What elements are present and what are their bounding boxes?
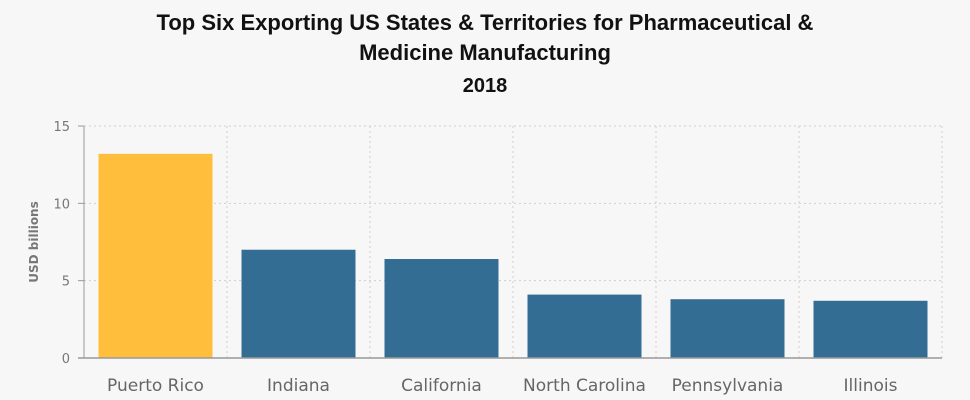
- chart-title: Top Six Exporting US States & Territorie…: [0, 8, 970, 68]
- y-axis-title: USD billions: [27, 201, 41, 283]
- y-tick-label: 15: [53, 120, 70, 135]
- x-tick-label: Puerto Rico: [107, 376, 204, 396]
- chart-title-line-1: Top Six Exporting US States & Territorie…: [156, 10, 814, 35]
- bar-puerto-rico: [98, 153, 213, 358]
- x-tick-label: Pennsylvania: [672, 376, 784, 396]
- chart-subtitle: 2018: [462, 75, 508, 97]
- bar-california: [384, 259, 499, 358]
- bar-indiana: [241, 249, 356, 358]
- y-tick-label: 0: [62, 352, 70, 367]
- x-tick-label: California: [401, 376, 482, 396]
- x-tick-label: Illinois: [844, 376, 898, 396]
- x-tick-label: Indiana: [267, 376, 330, 396]
- y-tick-label: 10: [53, 197, 70, 212]
- bar-north-carolina: [527, 294, 642, 358]
- bar-illinois: [813, 300, 928, 358]
- x-tick-label: North Carolina: [523, 376, 646, 396]
- bar-pennsylvania: [670, 299, 785, 358]
- chart-title-line-2: Medicine Manufacturing: [359, 40, 611, 65]
- y-tick-label: 5: [62, 275, 70, 290]
